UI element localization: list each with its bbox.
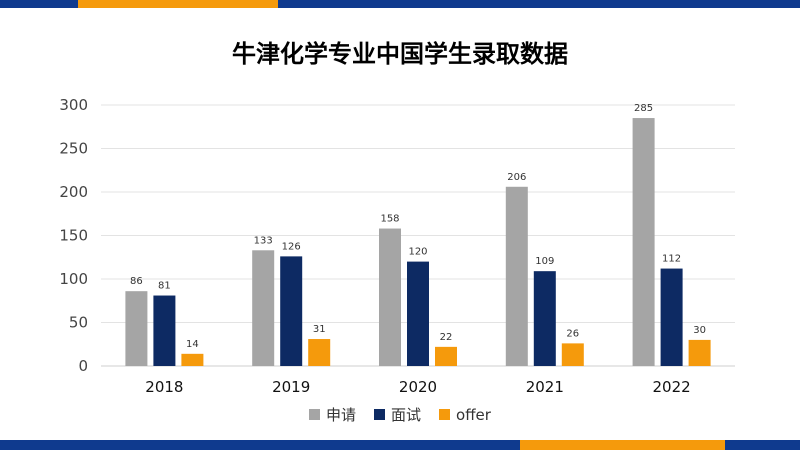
- y-tick-label: 250: [59, 140, 88, 158]
- bottom-accent-bar: [520, 440, 725, 450]
- data-label: 126: [282, 241, 301, 252]
- bottom-decor-bar: [0, 440, 800, 450]
- top-decor-bar: [0, 0, 800, 8]
- data-label: 14: [186, 339, 199, 350]
- y-tick-label: 150: [59, 227, 88, 245]
- bar-apply: [252, 250, 275, 366]
- data-label: 285: [634, 103, 653, 114]
- data-label: 133: [254, 235, 273, 246]
- y-tick-label: 100: [59, 270, 88, 288]
- bar-offer: [181, 353, 204, 366]
- bar-interview: [533, 271, 556, 366]
- y-tick-label: 200: [59, 183, 88, 201]
- legend-item: 申请: [309, 404, 356, 425]
- y-tick-label: 0: [78, 357, 88, 375]
- bar-offer: [308, 339, 331, 366]
- data-label: 109: [535, 256, 554, 267]
- top-accent-bar: [78, 0, 278, 8]
- bar-offer: [435, 346, 457, 366]
- data-label: 26: [566, 328, 579, 339]
- x-tick-label: 2018: [145, 378, 183, 396]
- bar-interview: [407, 261, 429, 366]
- data-label: 158: [380, 214, 399, 225]
- bar-offer: [688, 339, 711, 366]
- legend-label: 申请: [326, 406, 357, 424]
- data-label: 31: [313, 324, 326, 335]
- bar-apply: [125, 291, 148, 366]
- y-tick-label: 50: [69, 314, 88, 332]
- data-label: 22: [440, 332, 453, 343]
- bar-interview: [660, 268, 683, 366]
- chart-legend: 申请 面试 offer: [0, 404, 800, 425]
- legend-swatch: [439, 409, 451, 420]
- x-tick-label: 2020: [399, 378, 437, 396]
- data-label: 86: [130, 276, 143, 287]
- bar-apply: [379, 228, 401, 366]
- bar-interview: [153, 295, 176, 366]
- data-label: 81: [158, 281, 171, 292]
- data-label: 112: [662, 254, 681, 265]
- chart-title: 牛津化学专业中国学生录取数据: [232, 40, 568, 68]
- data-label: 120: [408, 247, 427, 258]
- bar-interview: [280, 256, 303, 366]
- legend-label: offer: [456, 405, 491, 424]
- x-tick-label: 2021: [526, 378, 564, 396]
- y-tick-label: 300: [59, 96, 88, 114]
- data-label: 206: [507, 172, 526, 183]
- legend-label: 面试: [391, 406, 422, 424]
- legend-swatch: [309, 409, 321, 420]
- x-tick-label: 2022: [653, 378, 691, 396]
- legend-item: offer: [439, 404, 491, 425]
- data-label: 30: [693, 325, 706, 336]
- x-tick-label: 2019: [272, 378, 310, 396]
- bar-apply: [632, 118, 655, 366]
- legend-item: 面试: [374, 404, 421, 425]
- legend-swatch: [374, 409, 386, 420]
- bar-apply: [505, 186, 528, 366]
- bar-offer: [561, 343, 584, 366]
